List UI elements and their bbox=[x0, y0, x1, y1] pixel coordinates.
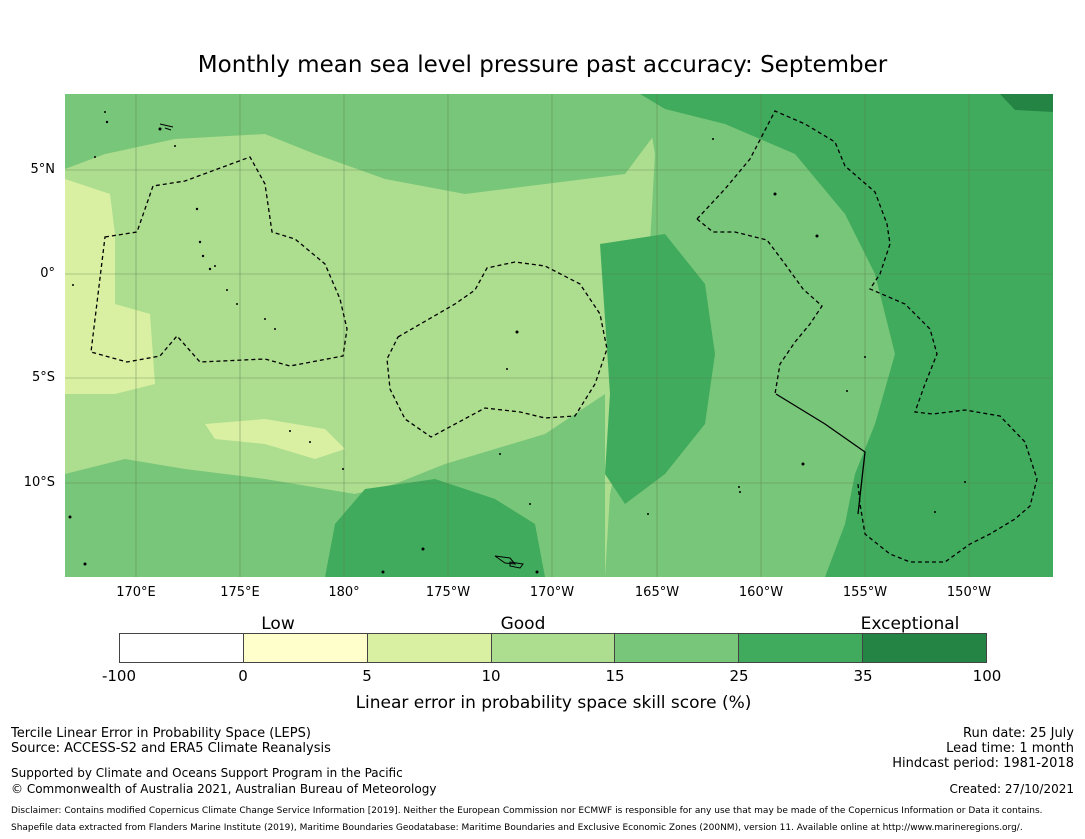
run-date: Run date: 25 July bbox=[963, 726, 1074, 741]
skill-region-strong bbox=[325, 479, 545, 577]
lon-label: 170°E bbox=[116, 585, 156, 600]
disclaimer: Disclaimer: Contains modified Copernicus… bbox=[11, 806, 1043, 816]
colorbar-tick: 35 bbox=[853, 667, 873, 685]
colorbar-tick: 0 bbox=[238, 667, 248, 685]
footer-copyright: © Commonwealth of Australia 2021, Austra… bbox=[11, 782, 437, 796]
eez-boundaries bbox=[90, 110, 1038, 563]
lon-label: 160°W bbox=[738, 585, 784, 600]
colorbar-tick: 5 bbox=[362, 667, 372, 685]
category-label-exceptional: Exceptional bbox=[860, 614, 960, 634]
colorbar-segment bbox=[120, 634, 244, 662]
island-cluster bbox=[159, 123, 174, 131]
colorbar-segment bbox=[615, 634, 740, 662]
eez-boundary-kiribati-gilbert bbox=[90, 156, 348, 367]
island-samoa bbox=[494, 555, 524, 569]
eez-boundary-line-islands bbox=[696, 110, 1038, 563]
skill-region-low bbox=[65, 179, 155, 394]
colorbar-segment bbox=[739, 634, 864, 662]
category-label-good: Good bbox=[500, 614, 546, 634]
eez-boundary-line-islands-b bbox=[696, 218, 823, 395]
lon-label: 155°W bbox=[842, 585, 888, 600]
lon-label: 170°W bbox=[529, 585, 575, 600]
skill-region-strong bbox=[600, 234, 715, 504]
lon-label: 180° bbox=[328, 585, 360, 600]
colorbar-tick: 25 bbox=[729, 667, 749, 685]
lon-label: 150°W bbox=[946, 585, 992, 600]
lat-label: 10°S bbox=[23, 475, 55, 490]
skill-region-exceptional bbox=[1000, 94, 1053, 112]
colorbar-tick: 10 bbox=[481, 667, 501, 685]
chart-title: Monthly mean sea level pressure past acc… bbox=[197, 52, 888, 78]
graticule bbox=[65, 94, 1053, 577]
shapefile-credit: Shapefile data extracted from Flanders M… bbox=[11, 823, 1023, 833]
lon-label: 175°E bbox=[220, 585, 260, 600]
footer-support: Supported by Climate and Oceans Support … bbox=[11, 766, 403, 780]
colorbar-segment bbox=[863, 634, 987, 662]
colorbar-segment bbox=[367, 634, 492, 662]
colorbar-segment bbox=[243, 634, 368, 662]
eez-boundary-phoenix bbox=[386, 261, 608, 438]
skill-map bbox=[65, 94, 1053, 577]
skill-region-strong bbox=[640, 94, 1053, 577]
colorbar-tick: 15 bbox=[605, 667, 625, 685]
hindcast-period: Hindcast period: 1981-2018 bbox=[892, 756, 1074, 771]
category-label-low: Low bbox=[261, 614, 295, 634]
lat-label: 0° bbox=[40, 266, 55, 281]
lat-label: 5°S bbox=[31, 370, 55, 385]
colorbar bbox=[119, 633, 987, 663]
lead-time: Lead time: 1 month bbox=[946, 741, 1074, 756]
footer-method: Tercile Linear Error in Probability Spac… bbox=[11, 726, 311, 741]
colorbar-tick: 100 bbox=[972, 667, 1002, 685]
skill-region-moderate bbox=[65, 94, 655, 194]
lon-label: 175°W bbox=[425, 585, 471, 600]
lon-label: 165°W bbox=[634, 585, 680, 600]
created-date: Created: 27/10/2021 bbox=[949, 782, 1074, 796]
boundary-solid bbox=[775, 393, 866, 515]
footer-source: Source: ACCESS-S2 and ERA5 Climate Reana… bbox=[11, 741, 331, 756]
colorbar-tick: -100 bbox=[101, 667, 137, 685]
colorbar-label: Linear error in probability space skill … bbox=[355, 693, 752, 713]
colorbar-segment bbox=[491, 634, 616, 662]
islands bbox=[68, 111, 966, 574]
lat-label: 5°N bbox=[30, 162, 56, 177]
